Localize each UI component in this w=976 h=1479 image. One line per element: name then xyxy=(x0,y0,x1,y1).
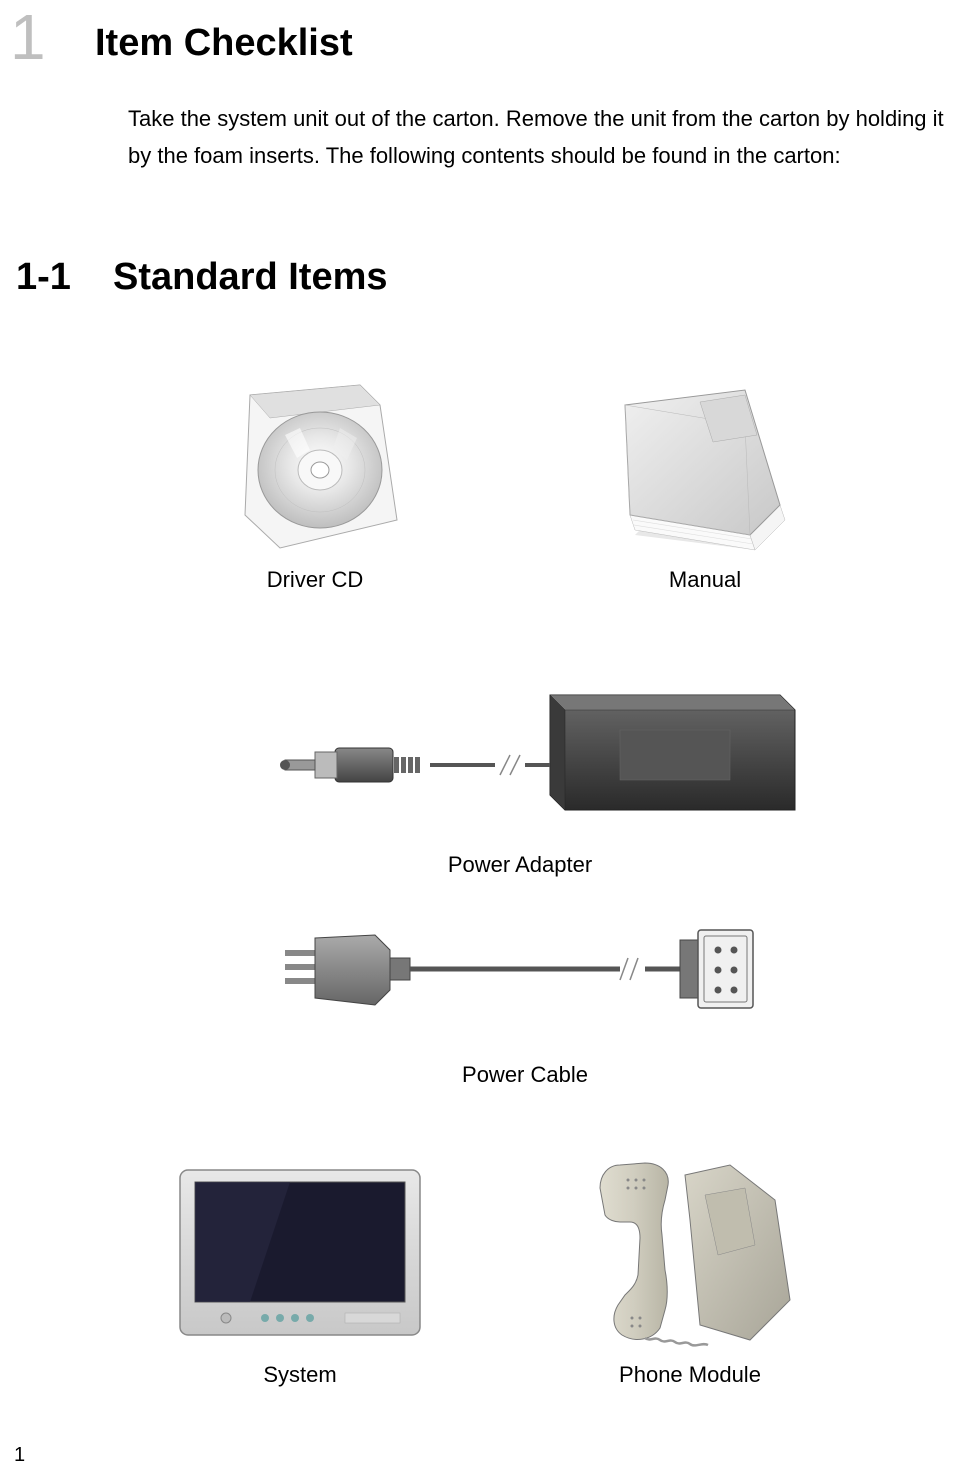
item-label-driver-cd: Driver CD xyxy=(200,567,430,593)
chapter-number: 1 xyxy=(10,5,46,69)
book-icon xyxy=(605,380,805,555)
item-driver-cd: Driver CD xyxy=(200,380,430,593)
intro-paragraph: Take the system unit out of the carton. … xyxy=(128,100,968,175)
item-phone-module: Phone Module xyxy=(560,1160,820,1388)
page-number: 1 xyxy=(14,1444,25,1467)
cd-icon xyxy=(225,380,405,555)
monitor-icon xyxy=(170,1160,430,1350)
item-label-phone-module: Phone Module xyxy=(560,1362,820,1388)
power-cable-icon xyxy=(280,920,770,1050)
item-label-power-cable: Power Cable xyxy=(270,1062,780,1088)
item-label-manual: Manual xyxy=(580,567,830,593)
phone-icon xyxy=(570,1160,810,1350)
chapter-title: Item Checklist xyxy=(95,22,353,65)
item-manual: Manual xyxy=(580,380,830,593)
item-system: System xyxy=(160,1160,440,1388)
item-label-system: System xyxy=(160,1362,440,1388)
item-power-adapter: Power Adapter xyxy=(230,690,810,878)
section-number: 1-1 xyxy=(16,256,71,299)
section-title: Standard Items xyxy=(113,256,388,299)
item-label-power-adapter: Power Adapter xyxy=(230,852,810,878)
power-adapter-icon xyxy=(240,690,800,840)
item-power-cable: Power Cable xyxy=(270,920,780,1088)
